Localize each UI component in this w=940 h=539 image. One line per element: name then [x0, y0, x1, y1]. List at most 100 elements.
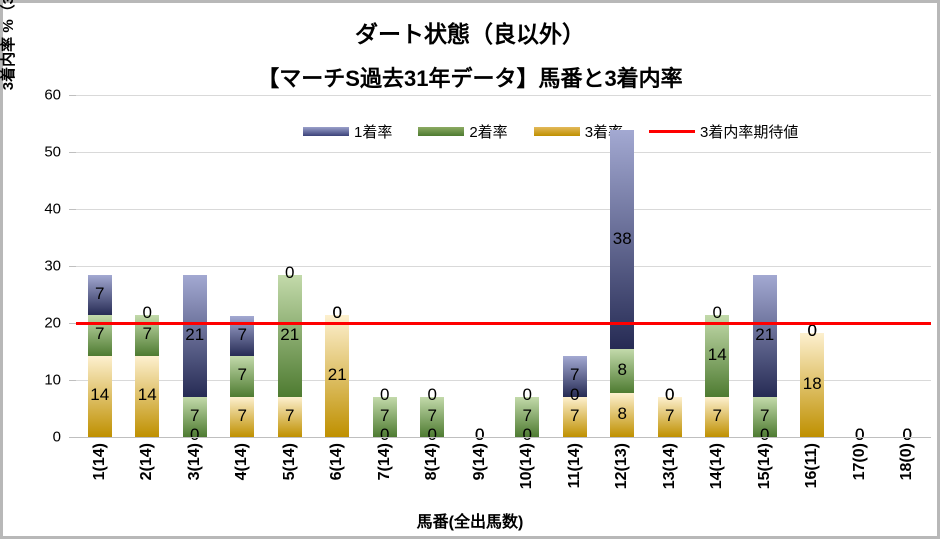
segment-1chaku[interactable]: 7	[562, 356, 587, 397]
segment-3chaku[interactable]: 14	[87, 355, 112, 437]
bar-group[interactable]: 7 7 7	[219, 95, 267, 437]
segment-2chaku[interactable]: 7	[515, 396, 540, 437]
bar-value-label: 7	[190, 405, 200, 425]
x-tick-label: 6(14)	[328, 443, 346, 481]
segment-1chaku[interactable]: 21	[752, 274, 777, 397]
segment-2chaku[interactable]: 7	[420, 396, 445, 437]
bar-zero-label: 0	[380, 425, 390, 444]
x-tick-label: 15(14)	[755, 443, 773, 490]
legend-swatch-blue-icon	[303, 127, 349, 136]
bar-value-label: 7	[665, 405, 675, 425]
segment-3chaku[interactable]: 8	[610, 393, 635, 437]
segment-3chaku[interactable]: 7	[705, 396, 730, 437]
stacked-bar[interactable]: 7 14 0	[135, 304, 160, 437]
x-tick-label: 4(14)	[233, 443, 251, 481]
bar-value-label: 7	[142, 324, 152, 344]
segment-2chaku[interactable]: 7	[87, 315, 112, 356]
segment-3chaku[interactable]: 7	[657, 396, 682, 437]
segment-2chaku[interactable]: 8	[610, 349, 635, 394]
y-tick-mark	[69, 152, 76, 153]
stacked-bar[interactable]: 38 8 8	[610, 129, 635, 437]
legend-label-expected: 3着内率期待値	[700, 124, 799, 141]
chart-legend: 1着率 2着率 3着率 3着内率期待値	[303, 121, 798, 142]
bar-value-label: 38	[612, 228, 632, 248]
bar-group[interactable]: 21 7 0	[741, 95, 789, 443]
segment-3chaku[interactable]: 21	[325, 315, 350, 437]
segment-3chaku[interactable]: 7	[277, 396, 302, 437]
bar-value-label: 7	[427, 405, 437, 425]
y-tick-mark	[69, 266, 76, 267]
stacked-bar[interactable]: 7 7 14	[87, 274, 112, 437]
segment-1chaku[interactable]: 7	[87, 274, 112, 316]
gridline	[76, 266, 931, 267]
bar-value-label: 21	[185, 324, 205, 344]
segment-3chaku[interactable]: 18	[800, 333, 825, 437]
stacked-bar[interactable]: 18 0 0	[800, 322, 825, 437]
segment-2chaku[interactable]: 7	[135, 315, 160, 356]
legend-item-expected[interactable]: 3着内率期待値	[649, 121, 798, 142]
bar-zero-label: 0	[570, 384, 580, 404]
bar-group[interactable]: 7 14 0	[124, 95, 172, 437]
bar-zero-label: 0	[475, 425, 485, 444]
segment-3chaku[interactable]: 7	[230, 396, 255, 437]
stacked-bar[interactable]: 21 7 0	[277, 264, 302, 437]
x-tick-label: 13(14)	[660, 443, 678, 490]
x-axis-title: 馬番(全出馬数)	[416, 514, 524, 531]
segment-1chaku[interactable]: 21	[182, 274, 207, 397]
x-tick-label: 11(14)	[565, 443, 583, 489]
bar-group[interactable]: 18 0 0	[789, 95, 837, 437]
x-tick-label: 17(0)	[850, 443, 868, 481]
segment-2chaku[interactable]: 7	[230, 356, 255, 397]
bar-group[interactable]: 21 0 0	[314, 95, 362, 437]
bar-group[interactable]: 38 8 8	[599, 95, 647, 437]
bar-group[interactable]: 21 7 0	[266, 95, 314, 437]
bar-value-label: 7	[380, 405, 390, 425]
bar-group[interactable]: 21 7 0	[171, 95, 219, 443]
y-tick-label: 20	[44, 314, 61, 332]
stacked-bar[interactable]: 7 7 7	[230, 315, 255, 437]
segment-2chaku[interactable]: 7	[752, 396, 777, 437]
y-tick-mark	[69, 323, 76, 324]
bar-group[interactable]: 7 7 14	[76, 95, 124, 437]
segment-3chaku[interactable]: 14	[135, 355, 160, 437]
chart-subtitle: 【マーチS過去31年データ】馬番と3着内率	[257, 66, 683, 91]
y-tick-mark	[69, 95, 76, 96]
bar-series-container: 7 7 14 7 14 0 21 7 0 7 7 7 21 7 0 21 0 0 7 0 0 7 0 0 0 0 0 7 0 0 7 7 0 38…	[76, 95, 932, 443]
bar-zero-label: 0	[902, 425, 912, 444]
bar-value-label: 7	[237, 324, 247, 344]
segment-1chaku[interactable]: 38	[610, 129, 635, 350]
legend-item-1chaku[interactable]: 1着率	[303, 121, 392, 142]
segment-2chaku[interactable]: 7	[182, 396, 207, 437]
stacked-bar[interactable]: 21 7 0	[182, 274, 207, 443]
bar-value-label: 7	[95, 324, 105, 344]
bar-value-label: 14	[137, 385, 157, 405]
legend-item-2chaku[interactable]: 2着率	[418, 121, 508, 142]
stacked-bar[interactable]: 14 7 0	[705, 304, 730, 437]
bar-zero-label: 0	[332, 303, 342, 323]
plot-area: 7 7 14 7 14 0 21 7 0 7 7 7 21 7 0 21 0 0 7 0 0 7 0 0 0 0 0 7 0 0 7 7 0 38…	[76, 95, 932, 443]
x-tick-label: 16(11)	[803, 443, 821, 489]
stacked-bar[interactable]: 21 7 0	[752, 274, 777, 443]
segment-2chaku[interactable]: 7	[372, 396, 397, 437]
segment-3chaku[interactable]: 7	[562, 396, 587, 437]
bar-value-label: 7	[522, 405, 532, 425]
bar-group[interactable]: 14 7 0	[694, 95, 742, 437]
stacked-bar[interactable]: 21 0 0	[325, 304, 350, 437]
x-tick-label: 14(14)	[708, 443, 726, 490]
bar-zero-label: 0	[427, 384, 437, 404]
segment-2chaku[interactable]: 21	[277, 274, 302, 397]
segment-2chaku[interactable]: 14	[705, 315, 730, 397]
